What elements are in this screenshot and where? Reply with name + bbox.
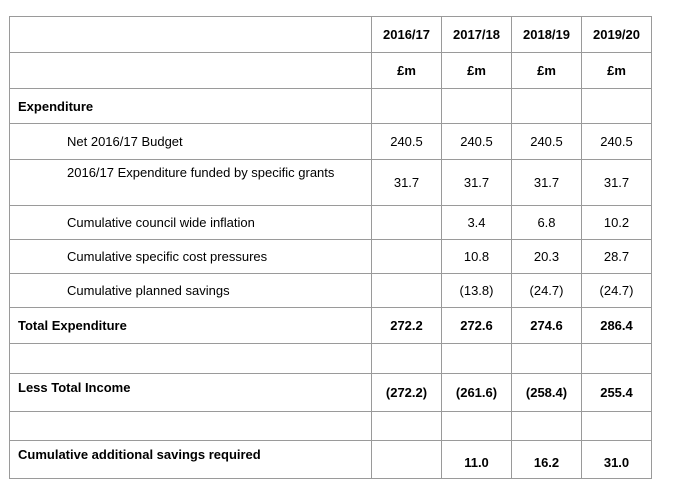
value-cell: 240.5 bbox=[581, 123, 652, 160]
value-cell: (258.4) bbox=[511, 373, 582, 412]
value-cell bbox=[371, 440, 442, 479]
empty-cell bbox=[9, 411, 372, 441]
spacer-row bbox=[9, 411, 652, 441]
value-cell: 272.2 bbox=[371, 307, 442, 344]
value-cell: 3.4 bbox=[441, 205, 512, 240]
empty-cell bbox=[371, 343, 442, 374]
empty-cell bbox=[511, 411, 582, 441]
row-label: Less Total Income bbox=[9, 373, 372, 412]
table-row: Cumulative planned savings (13.8) (24.7)… bbox=[9, 273, 652, 308]
value-cell: 10.2 bbox=[581, 205, 652, 240]
table-row: Cumulative council wide inflation 3.4 6.… bbox=[9, 205, 652, 240]
table-row: 2016/17 Expenditure funded by specific g… bbox=[9, 159, 652, 206]
empty-cell bbox=[581, 411, 652, 441]
spacer-row bbox=[9, 343, 652, 374]
value-cell: 274.6 bbox=[511, 307, 582, 344]
value-cell: (13.8) bbox=[441, 273, 512, 308]
value-cell: 240.5 bbox=[441, 123, 512, 160]
budget-table: 2016/17 2017/18 2018/19 2019/20 £m £m £m… bbox=[9, 16, 652, 479]
unit-header: £m bbox=[371, 52, 442, 89]
empty-cell bbox=[441, 411, 512, 441]
unit-header-row: £m £m £m £m bbox=[9, 52, 652, 89]
unit-header: £m bbox=[511, 52, 582, 89]
value-cell: 11.0 bbox=[441, 440, 512, 479]
value-cell: 31.0 bbox=[581, 440, 652, 479]
value-cell bbox=[371, 205, 442, 240]
value-cell: 240.5 bbox=[511, 123, 582, 160]
value-cell: (261.6) bbox=[441, 373, 512, 412]
value-cell: 31.7 bbox=[441, 159, 512, 206]
empty-cell bbox=[371, 411, 442, 441]
row-label: Net 2016/17 Budget bbox=[9, 123, 372, 160]
additional-savings-row: Cumulative additional savings required 1… bbox=[9, 440, 652, 479]
value-cell: 255.4 bbox=[581, 373, 652, 412]
value-cell: 31.7 bbox=[581, 159, 652, 206]
section-heading-row: Expenditure bbox=[9, 88, 652, 124]
value-cell: 20.3 bbox=[511, 239, 582, 274]
value-cell: 6.8 bbox=[511, 205, 582, 240]
value-cell: 31.7 bbox=[511, 159, 582, 206]
empty-cell bbox=[441, 343, 512, 374]
value-cell: 28.7 bbox=[581, 239, 652, 274]
header-blank-cell bbox=[9, 52, 372, 89]
year-header: 2016/17 bbox=[371, 16, 442, 53]
table-row: Cumulative specific cost pressures 10.8 … bbox=[9, 239, 652, 274]
empty-cell bbox=[511, 343, 582, 374]
row-label: Cumulative planned savings bbox=[9, 273, 372, 308]
row-label: 2016/17 Expenditure funded by specific g… bbox=[9, 159, 372, 206]
empty-cell bbox=[581, 343, 652, 374]
value-cell: 31.7 bbox=[371, 159, 442, 206]
year-header: 2019/20 bbox=[581, 16, 652, 53]
header-blank-cell bbox=[9, 16, 372, 53]
value-cell: 272.6 bbox=[441, 307, 512, 344]
value-cell: 240.5 bbox=[371, 123, 442, 160]
unit-header: £m bbox=[441, 52, 512, 89]
year-header: 2017/18 bbox=[441, 16, 512, 53]
year-header-row: 2016/17 2017/18 2018/19 2019/20 bbox=[9, 16, 652, 53]
table-row: Net 2016/17 Budget 240.5 240.5 240.5 240… bbox=[9, 123, 652, 160]
total-income-row: Less Total Income (272.2) (261.6) (258.4… bbox=[9, 373, 652, 412]
value-cell bbox=[371, 273, 442, 308]
row-label: Cumulative council wide inflation bbox=[9, 205, 372, 240]
value-cell: 16.2 bbox=[511, 440, 582, 479]
year-header: 2018/19 bbox=[511, 16, 582, 53]
row-label: Total Expenditure bbox=[9, 307, 372, 344]
value-cell: 286.4 bbox=[581, 307, 652, 344]
empty-cell bbox=[9, 343, 372, 374]
empty-cell bbox=[581, 88, 652, 124]
value-cell bbox=[371, 239, 442, 274]
total-expenditure-row: Total Expenditure 272.2 272.6 274.6 286.… bbox=[9, 307, 652, 344]
row-label: Cumulative specific cost pressures bbox=[9, 239, 372, 274]
value-cell: 10.8 bbox=[441, 239, 512, 274]
section-heading: Expenditure bbox=[9, 88, 372, 124]
row-label: Cumulative additional savings required bbox=[9, 440, 372, 479]
value-cell: (272.2) bbox=[371, 373, 442, 412]
value-cell: (24.7) bbox=[511, 273, 582, 308]
empty-cell bbox=[511, 88, 582, 124]
empty-cell bbox=[441, 88, 512, 124]
empty-cell bbox=[371, 88, 442, 124]
value-cell: (24.7) bbox=[581, 273, 652, 308]
unit-header: £m bbox=[581, 52, 652, 89]
